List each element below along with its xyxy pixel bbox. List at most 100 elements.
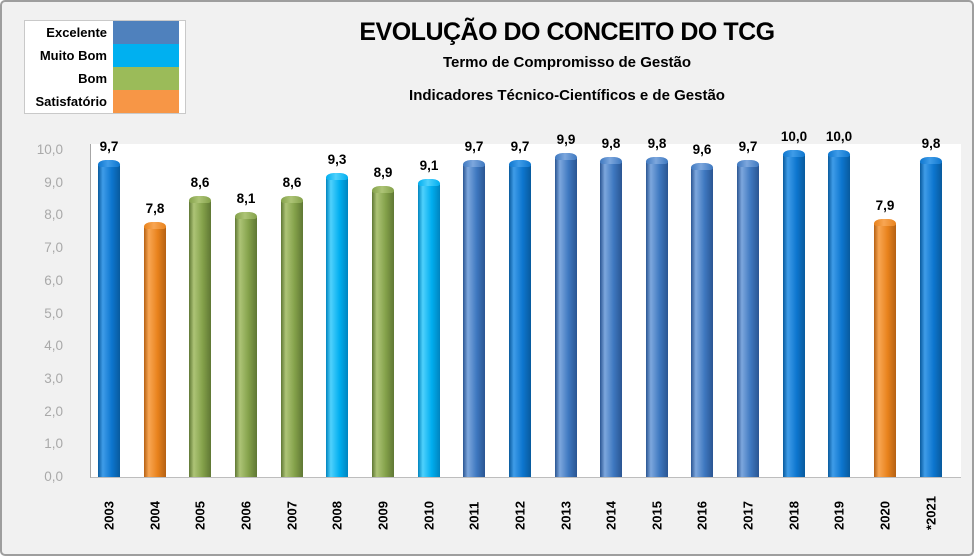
bar-value-label: 9,7 bbox=[510, 139, 530, 154]
bar-top-cap bbox=[646, 157, 668, 164]
x-axis-label: 2015 bbox=[649, 501, 665, 530]
x-axis-label: 2019 bbox=[831, 501, 847, 530]
bar-top-cap bbox=[691, 163, 713, 170]
bar-2009 bbox=[372, 186, 394, 477]
chart-header: EVOLUÇÃO DO CONCEITO DO TCG Termo de Com… bbox=[202, 18, 932, 104]
plot-area: 0,0 1,0 2,0 3,0 4,0 5,0 6,0 7,0 8,0 9,0 10,0 9,7 200… bbox=[37, 129, 961, 530]
bar-top-cap bbox=[235, 212, 257, 219]
y-axis-tick-label: 6,0 bbox=[44, 272, 63, 288]
bar-2015 bbox=[646, 157, 668, 477]
x-axis-label: 2011 bbox=[466, 501, 482, 530]
bar-value-label: 9,7 bbox=[99, 139, 119, 154]
bar-2008 bbox=[326, 173, 348, 477]
bar-2014 bbox=[600, 157, 622, 477]
x-axis-label: 2013 bbox=[558, 501, 574, 530]
legend-item-muito_bom: Muito Bom bbox=[25, 44, 185, 67]
bar-value-label: 8,6 bbox=[190, 175, 210, 190]
bar-value-label: 9,9 bbox=[556, 132, 576, 147]
bar-2007 bbox=[281, 196, 303, 477]
bar-top-cap bbox=[418, 179, 440, 186]
x-axis-label: 2004 bbox=[147, 501, 163, 530]
x-axis-label: 2012 bbox=[512, 501, 528, 530]
bar-top-cap bbox=[98, 160, 120, 167]
y-axis-tick-label: 9,0 bbox=[44, 174, 63, 190]
bar-top-cap bbox=[281, 196, 303, 203]
x-axis-label: 2006 bbox=[238, 501, 254, 530]
bar-top-cap bbox=[326, 173, 348, 180]
y-axis-tick-label: 4,0 bbox=[44, 338, 63, 354]
legend-label: Bom bbox=[78, 71, 107, 86]
legend-color-swatch bbox=[113, 21, 179, 44]
y-axis-tick-label: 5,0 bbox=[44, 305, 63, 321]
bar-value-label: 8,1 bbox=[236, 191, 256, 206]
bar-2020 bbox=[874, 219, 896, 477]
bar-2021 bbox=[920, 157, 942, 477]
x-axis-label: 2003 bbox=[101, 501, 117, 530]
bar-top-cap bbox=[783, 150, 805, 157]
bar-2019 bbox=[828, 150, 850, 477]
bar-2012 bbox=[509, 160, 531, 477]
legend-color-swatch bbox=[113, 90, 179, 113]
x-axis-label: 2009 bbox=[375, 501, 391, 530]
x-axis-label: 2008 bbox=[329, 501, 345, 530]
legend-color-swatch bbox=[113, 67, 179, 90]
bar-top-cap bbox=[509, 160, 531, 167]
bar-top-cap bbox=[600, 157, 622, 164]
bar-top-cap bbox=[920, 157, 942, 164]
bar-2003 bbox=[98, 160, 120, 477]
bar-value-label: 10,0 bbox=[780, 129, 808, 144]
x-axis-label: *2021 bbox=[923, 496, 939, 530]
bar-value-label: 9,8 bbox=[921, 136, 941, 151]
x-axis-label: 2014 bbox=[603, 501, 619, 530]
legend-label: Excelente bbox=[46, 25, 107, 40]
y-axis-tick-label: 10,0 bbox=[36, 142, 63, 157]
y-axis-tick-label: 7,0 bbox=[44, 240, 63, 256]
bar-top-cap bbox=[189, 196, 211, 203]
y-axis-tick-label: 0,0 bbox=[44, 469, 63, 484]
bar-value-label: 10,0 bbox=[825, 129, 853, 144]
bar-value-label: 9,8 bbox=[647, 136, 667, 151]
bar-value-label: 8,9 bbox=[373, 165, 393, 180]
x-axis-label: 2020 bbox=[877, 501, 893, 530]
x-axis-label: 2007 bbox=[284, 501, 300, 530]
bar-value-label: 9,7 bbox=[464, 139, 484, 154]
bar-value-label: 9,8 bbox=[601, 136, 621, 151]
bar-top-cap bbox=[463, 160, 485, 167]
legend-color-swatch bbox=[113, 44, 179, 67]
bar-value-label: 8,6 bbox=[282, 175, 302, 190]
bar-top-cap bbox=[144, 222, 166, 229]
y-axis-tick-label: 8,0 bbox=[44, 207, 63, 223]
bar-2010 bbox=[418, 179, 440, 477]
bar-2013 bbox=[555, 153, 577, 477]
bar-value-label: 7,9 bbox=[875, 198, 895, 213]
bar-2011 bbox=[463, 160, 485, 477]
x-axis-label: 2017 bbox=[740, 501, 756, 530]
x-axis-label: 2010 bbox=[421, 501, 437, 530]
legend-item-satisfatorio: Satisfatório bbox=[25, 90, 185, 113]
legend-label: Muito Bom bbox=[39, 48, 107, 63]
chart-note: Indicadores Técnico-Científicos e de Ges… bbox=[409, 87, 725, 104]
bar-2005 bbox=[189, 196, 211, 477]
bar-2006 bbox=[235, 212, 257, 477]
bar-2018 bbox=[783, 150, 805, 477]
y-axis-tick-label: 1,0 bbox=[44, 436, 63, 452]
bar-value-label: 9,1 bbox=[419, 158, 439, 173]
bar-top-cap bbox=[555, 153, 577, 160]
x-axis-label: 2016 bbox=[694, 501, 710, 530]
x-axis-label: 2005 bbox=[192, 501, 208, 530]
legend: Excelente Muito Bom Bom Satisfatório bbox=[24, 20, 186, 114]
bar-2004 bbox=[144, 222, 166, 477]
bar-value-label: 9,7 bbox=[738, 139, 758, 154]
y-axis-tick-label: 2,0 bbox=[44, 403, 63, 419]
legend-item-bom: Bom bbox=[25, 67, 185, 90]
legend-item-excelente: Excelente bbox=[25, 21, 185, 44]
bar-top-cap bbox=[828, 150, 850, 157]
bar-top-cap bbox=[874, 219, 896, 226]
legend-label: Satisfatório bbox=[35, 94, 107, 109]
bar-top-cap bbox=[737, 160, 759, 167]
bar-2016 bbox=[691, 163, 713, 477]
chart-title: EVOLUÇÃO DO CONCEITO DO TCG bbox=[359, 18, 775, 46]
bar-value-label: 9,6 bbox=[692, 142, 712, 157]
chart-subtitle: Termo de Compromisso de Gestão bbox=[442, 54, 692, 71]
